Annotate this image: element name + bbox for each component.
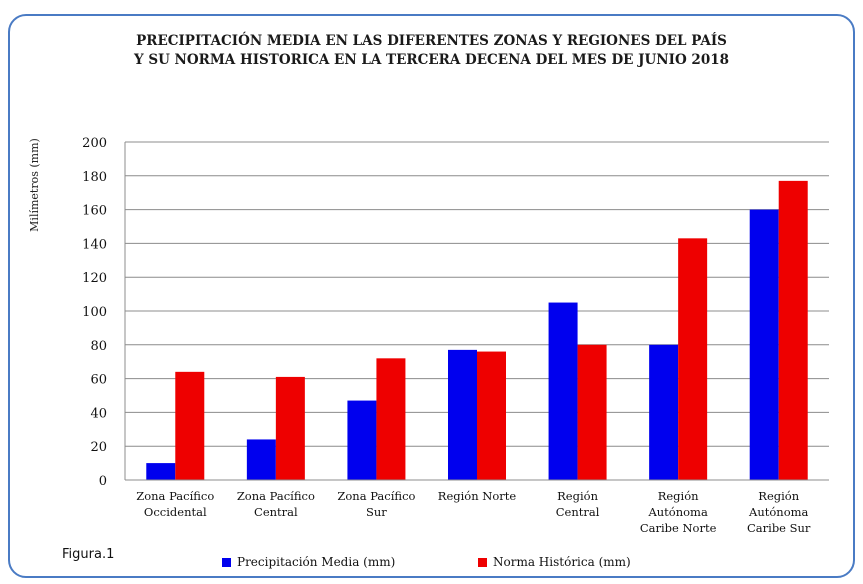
legend-label-norma: Norma Histórica (mm)	[493, 555, 631, 569]
bar-precipitacion-media	[649, 344, 679, 480]
x-tick-label: Región	[758, 489, 799, 503]
bar-norma-historica	[778, 180, 808, 480]
legend-swatch-blue	[222, 557, 231, 567]
legend-item-norma: Norma Histórica (mm)	[478, 555, 631, 569]
y-axis-label: Milímetros (mm)	[28, 138, 41, 232]
bar-norma-historica	[577, 344, 607, 480]
y-tick-label: 0	[99, 474, 107, 489]
x-tick-label: Región Norte	[438, 489, 517, 503]
y-tick-label: 40	[90, 406, 107, 421]
x-tick-label: Caribe Norte	[640, 521, 717, 535]
chart-title-line-2: Y SU NORMA HISTORICA EN LA TERCERA DECEN…	[133, 52, 729, 68]
x-tick-label: Central	[556, 505, 600, 519]
bar-norma-historica	[376, 358, 406, 480]
x-tick-label: Occidental	[144, 505, 207, 519]
legend-item-precipitacion: Precipitación Media (mm)	[222, 555, 395, 569]
x-tick-label: Sur	[366, 505, 387, 519]
y-tick-label: 120	[82, 271, 107, 286]
y-tick-label: 100	[82, 305, 107, 320]
bar-norma-historica	[175, 371, 205, 480]
x-tick-label: Central	[254, 505, 298, 519]
y-tick-label: 20	[90, 440, 107, 455]
x-tick-label: Caribe Sur	[747, 521, 811, 535]
y-tick-label: 200	[82, 136, 107, 151]
chart-title-line-1: PRECIPITACIÓN MEDIA EN LAS DIFERENTES ZO…	[136, 33, 727, 49]
x-tick-label: Región	[557, 489, 598, 503]
figure-caption: Figura.1	[62, 547, 115, 562]
x-tick-label: Autónoma	[647, 505, 707, 519]
chart-frame	[8, 14, 855, 578]
bar-norma-historica	[275, 376, 305, 480]
x-tick-label: Autónoma	[748, 505, 808, 519]
legend-swatch-red	[478, 557, 487, 567]
bar-precipitacion-media	[749, 209, 779, 480]
y-tick-label: 180	[82, 170, 107, 185]
bar-precipitacion-media	[347, 400, 377, 480]
bar-precipitacion-media	[246, 439, 276, 480]
x-tick-label: Región	[658, 489, 699, 503]
bar-precipitacion-media	[448, 349, 477, 480]
bar-precipitacion-media	[146, 463, 176, 480]
bar-norma-historica	[477, 351, 506, 480]
y-tick-label: 160	[82, 204, 107, 219]
y-tick-label: 140	[82, 237, 107, 252]
x-tick-label: Zona Pacífico	[337, 489, 415, 503]
bar-precipitacion-media	[548, 302, 578, 480]
bar-norma-historica	[678, 238, 708, 480]
y-tick-label: 60	[90, 373, 107, 388]
legend-label-precipitacion: Precipitación Media (mm)	[237, 555, 396, 569]
x-tick-label: Zona Pacífico	[136, 489, 214, 503]
x-tick-label: Zona Pacífico	[237, 489, 315, 503]
y-tick-label: 80	[90, 339, 107, 354]
